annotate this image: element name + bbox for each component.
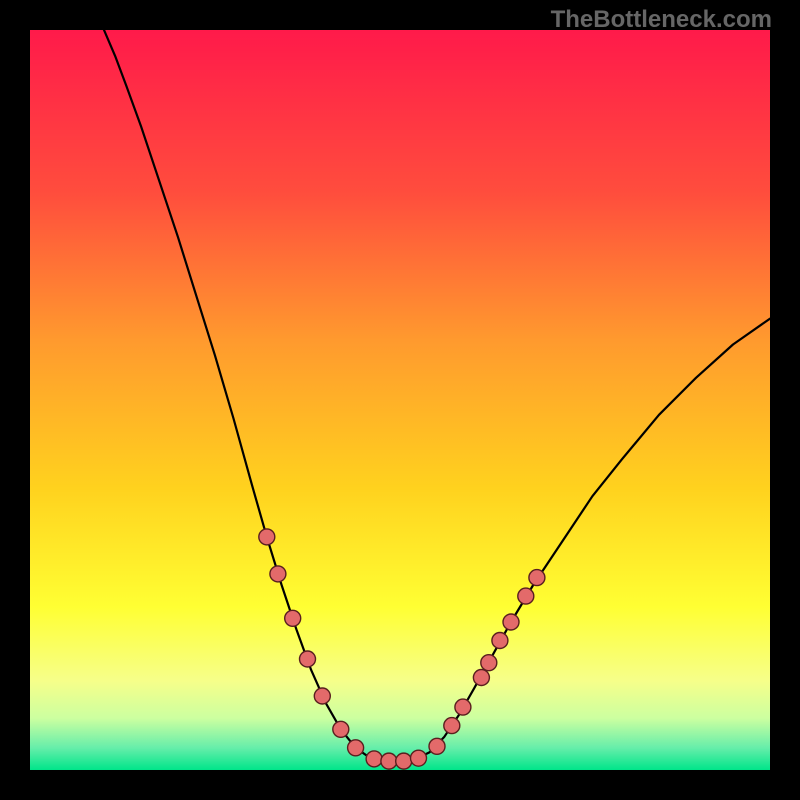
curve-marker [366,751,382,767]
curve-marker [411,750,427,766]
curve-marker [429,738,445,754]
curve-marker [444,718,460,734]
curve-marker [396,753,412,769]
curve-marker [333,721,349,737]
curve-marker [300,651,316,667]
curve-marker [518,588,534,604]
plot-background [30,30,770,770]
chart-canvas: TheBottleneck.com [0,0,800,800]
curve-marker [455,699,471,715]
chart-svg [30,30,770,770]
curve-marker [492,633,508,649]
curve-marker [503,614,519,630]
curve-marker [348,740,364,756]
curve-marker [285,610,301,626]
plot-area [30,30,770,770]
curve-marker [381,753,397,769]
curve-marker [529,570,545,586]
attribution-label: TheBottleneck.com [551,6,772,34]
curve-marker [314,688,330,704]
curve-marker [270,566,286,582]
curve-marker [481,655,497,671]
curve-marker [473,670,489,686]
curve-marker [259,529,275,545]
